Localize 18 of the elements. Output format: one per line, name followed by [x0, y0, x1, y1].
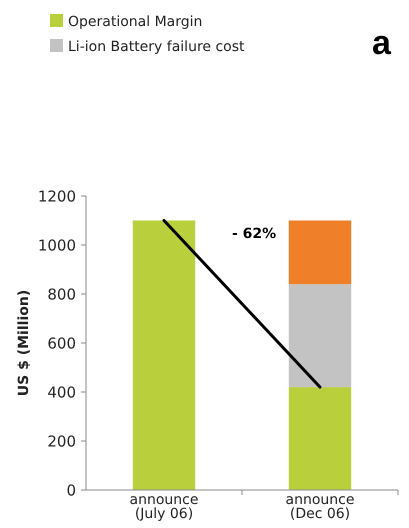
legend-label: Operational Margin — [68, 14, 202, 30]
bar — [132, 220, 196, 490]
text: a — [372, 24, 392, 62]
y-tick-label: 1000 — [38, 236, 76, 254]
bar — [288, 387, 352, 490]
y-tick-label: 400 — [47, 383, 76, 402]
annotation: - 62% — [232, 226, 276, 242]
x-tick-label: announce (July 06) — [130, 492, 198, 522]
legend-label: Li-ion Battery failure cost — [68, 39, 246, 55]
y-tick-label: 800 — [47, 285, 76, 304]
y-axis-title: US $ (Million) — [16, 290, 32, 396]
y-tick-label: 200 — [47, 432, 76, 450]
y-tick-label: 600 — [47, 334, 76, 352]
y-tick-label: 0 — [66, 481, 76, 500]
y-tick-label: 1200 — [38, 187, 76, 206]
x-tick-label: announce (Dec 06) — [286, 492, 354, 522]
bar — [288, 284, 352, 388]
bar — [288, 220, 352, 284]
